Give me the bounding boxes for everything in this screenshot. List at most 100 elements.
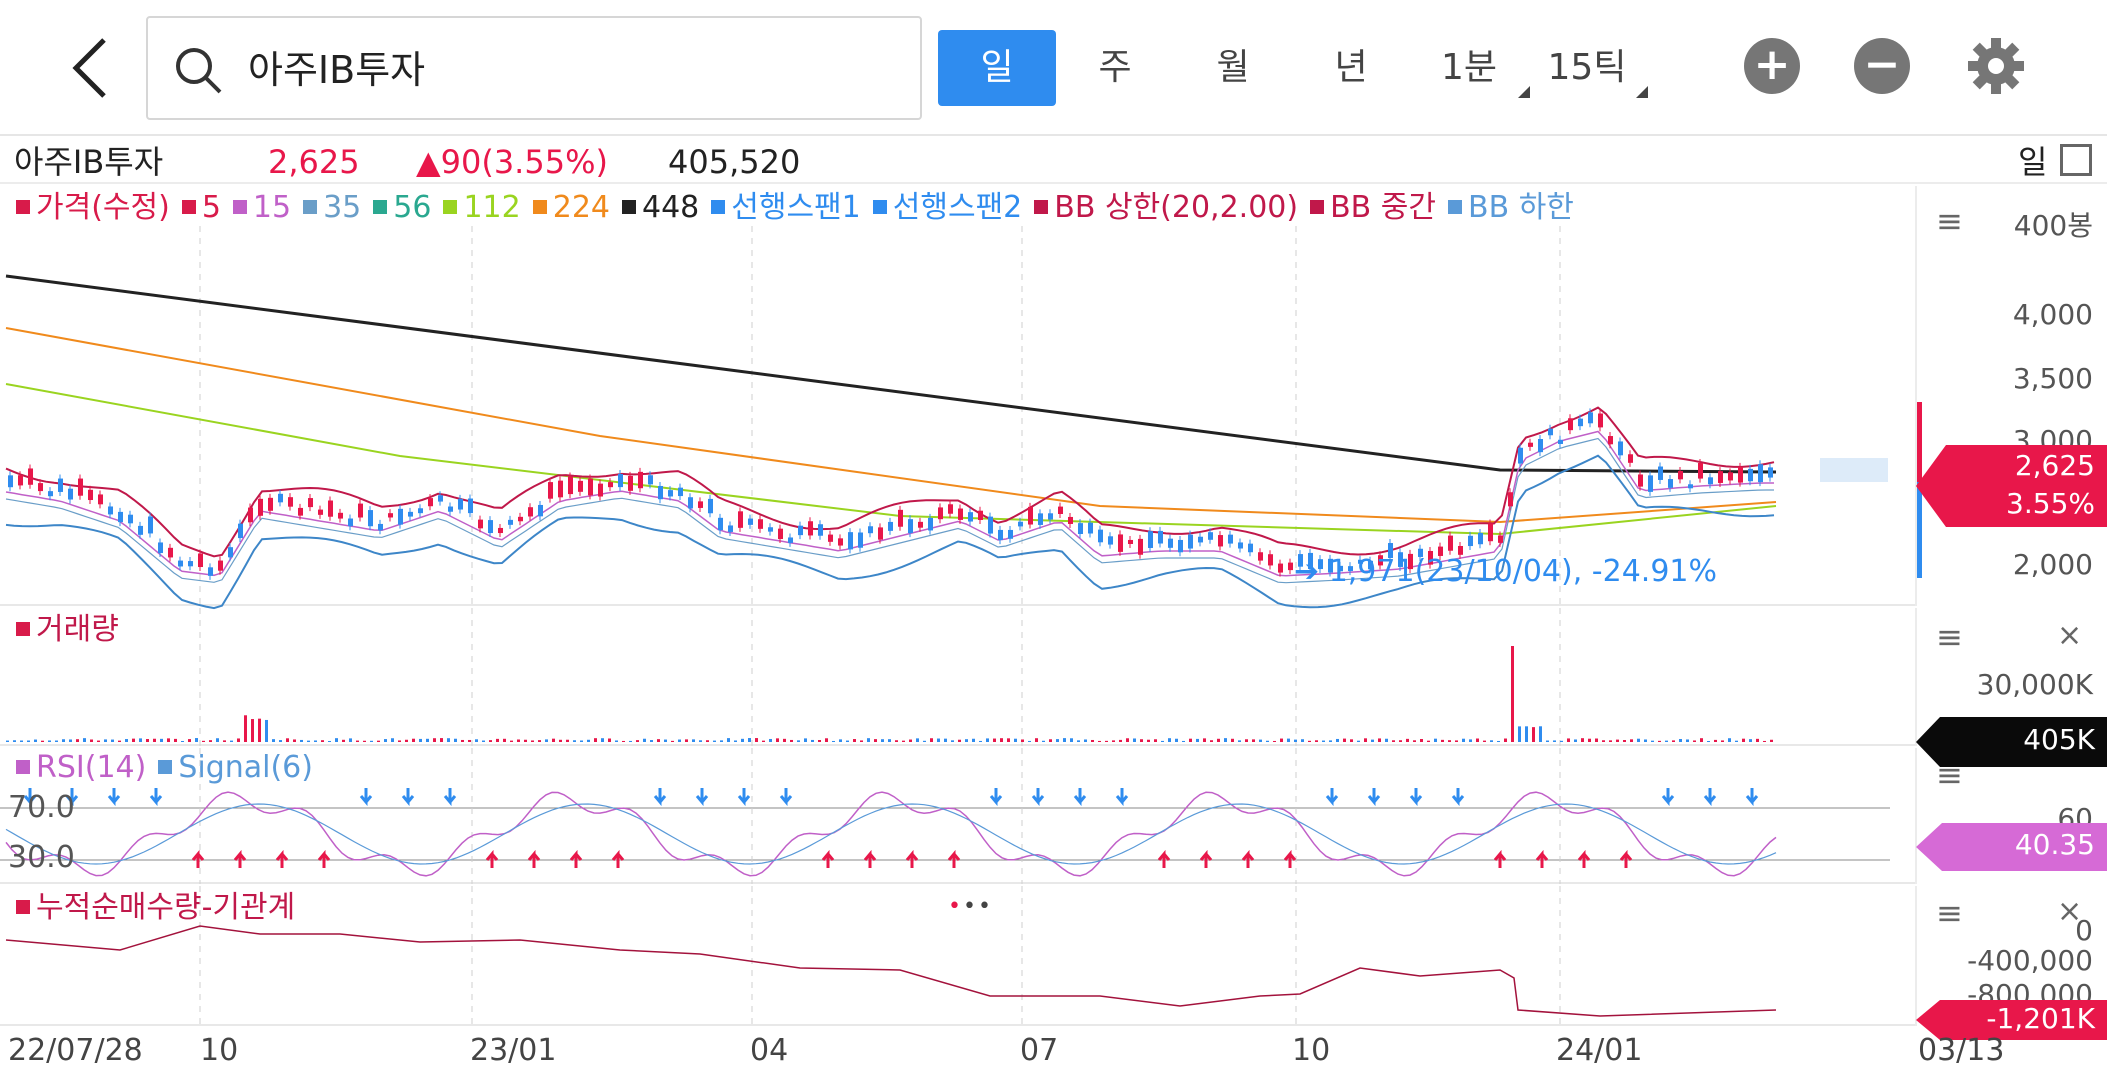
gear-icon[interactable]: [1966, 36, 2026, 96]
volume-bar: [727, 738, 730, 742]
tab-year[interactable]: 년: [1292, 30, 1410, 106]
buy-signal-icon: [317, 849, 331, 868]
candle-body: [728, 525, 733, 532]
candle-body: [1698, 462, 1703, 479]
tab-week[interactable]: 주: [1056, 30, 1174, 106]
candle-body: [638, 471, 643, 489]
volume-bar: [692, 739, 695, 742]
volume-bar: [461, 739, 464, 742]
candle-body: [398, 508, 403, 525]
legend-swatch: [16, 199, 30, 214]
volume-panel[interactable]: 거래량: [0, 608, 1915, 746]
volume-bar: [839, 739, 842, 742]
candle-body: [1408, 553, 1413, 570]
close-icon[interactable]: ×: [2057, 894, 2083, 929]
candle-body: [1358, 559, 1363, 564]
zoom-in-icon[interactable]: +: [1744, 38, 1800, 94]
menu-icon[interactable]: ≡: [1936, 894, 1963, 932]
volume-bar: [468, 739, 471, 742]
price-legend: 가격(수정) 5 15 35 56 112 224 448 선행스팬1 선행스팬2 BB 상한(20…: [12, 188, 1582, 228]
volume-bar: [1448, 740, 1451, 742]
volume-bar: [699, 740, 702, 742]
volume-bar: [1280, 738, 1283, 742]
back-arrow-icon[interactable]: [60, 32, 120, 104]
legend-item: 224: [529, 190, 610, 225]
volume-bar: [223, 740, 226, 742]
institution-panel[interactable]: 누적순매수량-기관계 •••: [0, 886, 1915, 1026]
volume-bar: [552, 738, 555, 742]
candle-body: [1558, 439, 1563, 444]
candle-body: [718, 517, 723, 531]
menu-icon[interactable]: ≡: [1936, 756, 1963, 794]
candle-body: [1648, 475, 1653, 492]
candle-body: [1478, 532, 1483, 545]
volume-bar: [1161, 740, 1164, 742]
tab-label: 년: [1334, 47, 1368, 88]
arrow-right-icon: ➔: [1294, 554, 1320, 589]
window-toggle-icon[interactable]: [2060, 144, 2092, 176]
candle-body: [1268, 554, 1273, 566]
candle-body: [1688, 484, 1693, 489]
more-dots-icon[interactable]: •••: [948, 894, 993, 919]
candle-body: [1308, 552, 1313, 570]
candle-body: [1428, 550, 1433, 565]
search-box[interactable]: 아주IB투자: [146, 16, 922, 120]
buy-signal-icon: [1619, 849, 1633, 868]
candle-body: [1718, 471, 1723, 483]
dropdown-corner-icon: [1636, 86, 1648, 98]
price-panel[interactable]: 가격(수정) 5 15 35 56 112 224 448 선행스팬1 선행스팬2 BB 상한(20…: [0, 186, 1915, 610]
volume-bar: [1273, 740, 1276, 742]
volume-bar: [916, 738, 919, 742]
volume-bar: [1175, 738, 1178, 742]
candle-body: [1518, 447, 1523, 464]
volume-bar: [1637, 738, 1640, 742]
volume-bar: [1392, 740, 1395, 742]
candle-body: [48, 491, 53, 497]
x-tick: 24/01: [1556, 1033, 1643, 1068]
volume-bar: [762, 740, 765, 742]
close-icon[interactable]: ×: [2057, 618, 2083, 653]
candle-body: [968, 512, 973, 522]
zoom-out-icon[interactable]: −: [1854, 38, 1910, 94]
candle-body: [1758, 464, 1763, 483]
volume-bar: [636, 740, 639, 742]
tab-day[interactable]: 일: [938, 30, 1056, 106]
y-tick: 0: [2075, 914, 2093, 947]
tab-minute[interactable]: 1분: [1410, 30, 1530, 106]
legend-label: Signal(6): [178, 750, 313, 785]
candle-body: [1098, 529, 1103, 543]
candle-body: [598, 483, 603, 497]
legend-item: BB 상한(20,2.00): [1030, 190, 1298, 225]
volume-bar: [83, 738, 86, 742]
volume-bar: [1595, 738, 1598, 742]
volume-bar: [90, 739, 93, 742]
candle-body: [1418, 548, 1423, 557]
candle-body: [1438, 546, 1443, 556]
candle-body: [188, 561, 193, 567]
search-input[interactable]: 아주IB투자: [248, 48, 426, 92]
sell-signal-icon: [1031, 788, 1045, 807]
quote-bar: 아주IB투자 2,625 ▲90(3.55%) 405,520 일: [0, 138, 2107, 184]
volume-bar: [1546, 740, 1549, 742]
rsi-panel[interactable]: RSI(14) Signal(6) 70.0 30.0: [0, 748, 1915, 884]
tab-tick[interactable]: 15틱: [1528, 30, 1648, 106]
volume-bar: [1588, 738, 1591, 742]
volume-bar: [713, 740, 716, 742]
volume-bar: [286, 738, 289, 742]
candle-body: [1048, 513, 1053, 520]
menu-icon[interactable]: ≡: [1936, 202, 1963, 240]
candle-body: [338, 512, 343, 519]
sell-signal-icon: [1073, 788, 1087, 807]
volume-bar: [447, 738, 450, 742]
candle-body: [618, 473, 623, 488]
menu-icon[interactable]: ≡: [1936, 618, 1963, 656]
institution-tag-value: -1,201K: [1986, 1002, 2095, 1035]
tab-month[interactable]: 월: [1174, 30, 1292, 106]
volume-bar: [237, 738, 240, 742]
legend-item: Signal(6): [154, 750, 313, 785]
volume-bar: [272, 739, 275, 742]
volume-bar: [594, 738, 597, 742]
legend-item: 112: [439, 190, 521, 225]
candle-body: [428, 498, 433, 507]
volume-bar: [1616, 739, 1619, 742]
